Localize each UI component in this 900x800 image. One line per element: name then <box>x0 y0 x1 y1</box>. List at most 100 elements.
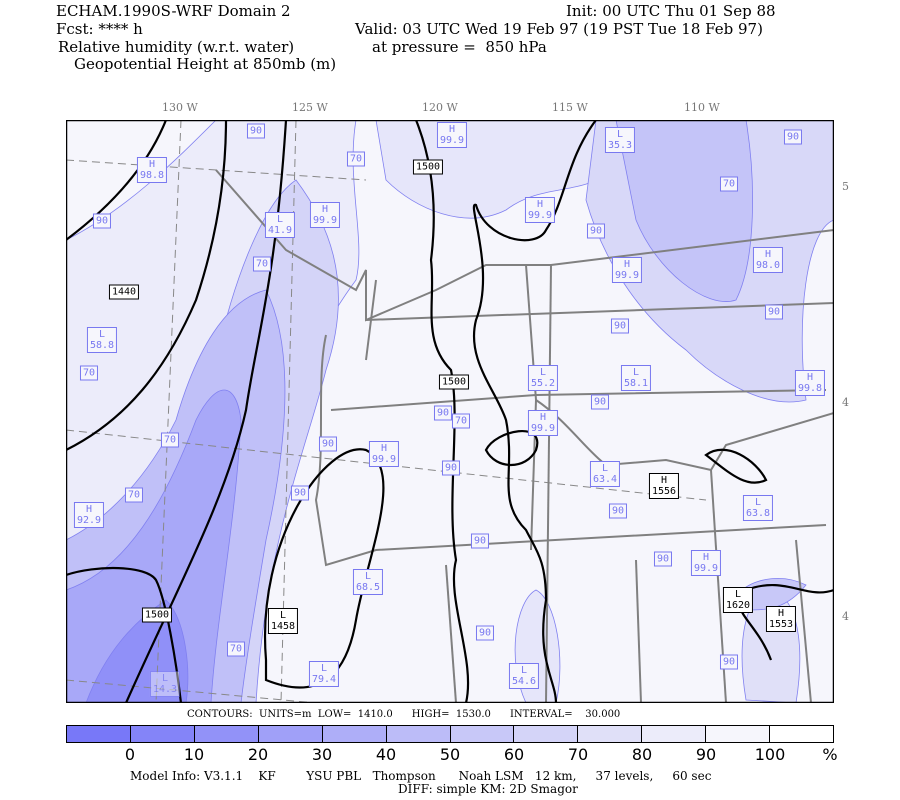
map-label: H 98.0 <box>752 247 784 273</box>
lon-label: 110 W <box>684 101 720 114</box>
lon-label: 115 W <box>552 101 588 114</box>
colorbar-cell <box>258 726 323 742</box>
colorbar-cell <box>67 726 131 742</box>
map-label: 1500 <box>412 159 444 175</box>
colorbar-cell <box>642 726 707 742</box>
map-label: L 63.4 <box>589 461 621 487</box>
map-label: 1500 <box>438 374 470 390</box>
map-label: 70 <box>252 256 272 272</box>
map-label: 70 <box>346 151 366 167</box>
map-panel: H 99.9 1500 L 35.3 90 70 H 98.8 90 70 H 99.9 L 41… <box>65 119 857 704</box>
contour-info: CONTOURS: UNITS=m LOW= 1410.0 HIGH= 1530… <box>187 709 621 720</box>
colorbar-tick-label: 40 <box>375 745 397 764</box>
colorbar-cell <box>450 726 515 742</box>
colorbar-cell <box>322 726 387 742</box>
map-label: 90 <box>653 551 673 567</box>
map-label: L 55.2 <box>527 365 559 391</box>
map-label: 70 <box>719 176 739 192</box>
map-label: 90 <box>590 394 610 410</box>
map-label: H 1556 <box>648 473 680 499</box>
map-label: 90 <box>290 485 310 501</box>
colorbar-cell <box>706 726 771 742</box>
valid-time: Valid: 03 UTC Wed 19 Feb 97 (19 PST Tue … <box>355 20 763 38</box>
colorbar-tick-label: 90 <box>695 745 717 764</box>
map-label: H 99.8 <box>794 370 826 396</box>
model-title: ECHAM.1990S-WRF Domain 2 <box>56 2 291 20</box>
pressure-level: at pressure = 850 hPa <box>372 38 547 56</box>
lat-label: 4 <box>842 396 849 409</box>
map-label: 90 <box>246 123 266 139</box>
map-label: L 14.3 <box>149 671 181 697</box>
colorbar-cell <box>514 726 579 742</box>
map-label: H 99.9 <box>527 410 559 436</box>
colorbar-tick-label: 30 <box>311 745 333 764</box>
height-contours <box>65 119 835 704</box>
map-label: H 99.9 <box>611 257 643 283</box>
lat-label: 5 <box>842 180 849 193</box>
colorbar-unit: % <box>822 745 838 764</box>
map-label: H 99.9 <box>436 122 468 148</box>
colorbar-tick-label: 0 <box>124 745 136 764</box>
lat-label: 4 <box>842 610 849 623</box>
map-label: H 1553 <box>765 606 797 632</box>
diff-info: DIFF: simple KM: 2D Smagor <box>398 782 578 796</box>
rh-height-map <box>65 119 857 704</box>
colorbar-cell <box>578 726 643 742</box>
map-label: L 58.1 <box>620 365 652 391</box>
colorbar-cell <box>130 726 195 742</box>
map-label: L 41.9 <box>264 212 296 238</box>
field-rh-title: Relative humidity (w.r.t. water) <box>58 38 295 56</box>
colorbar-cell <box>194 726 259 742</box>
model-info: Model Info: V3.1.1 KF YSU PBL Thompson N… <box>130 769 712 783</box>
map-label: L 79.4 <box>308 661 340 687</box>
map-label: 70 <box>226 641 246 657</box>
map-label: 90 <box>764 304 784 320</box>
forecast-hour: Fcst: **** h <box>56 20 143 38</box>
map-label: 90 <box>470 533 490 549</box>
map-label: L 1458 <box>267 608 299 634</box>
map-label: H 99.9 <box>690 550 722 576</box>
map-label: 90 <box>441 460 461 476</box>
colorbar-tick-label: 10 <box>183 745 205 764</box>
map-label: H 98.8 <box>136 157 168 183</box>
colorbar-tick-label: 50 <box>439 745 461 764</box>
map-label: H 99.9 <box>309 202 341 228</box>
map-label: 90 <box>475 625 495 641</box>
colorbar <box>66 725 834 743</box>
colorbar-cell <box>770 726 834 742</box>
map-label: 70 <box>79 365 99 381</box>
colorbar-tick-label: 80 <box>631 745 653 764</box>
map-label: L 58.8 <box>86 327 118 353</box>
map-label: L 68.5 <box>352 569 384 595</box>
map-label: 90 <box>586 223 606 239</box>
map-label: 70 <box>124 487 144 503</box>
map-label: L 54.6 <box>508 663 540 689</box>
map-label: L 63.8 <box>742 495 774 521</box>
field-height-title: Geopotential Height at 850mb (m) <box>74 55 337 73</box>
lon-label: 125 W <box>292 101 328 114</box>
colorbar-tick-label: 100 <box>754 745 786 764</box>
map-label: H 92.9 <box>73 502 105 528</box>
colorbar-tick-label: 20 <box>247 745 269 764</box>
lon-label: 120 W <box>422 101 458 114</box>
colorbar-tick-label: 60 <box>503 745 525 764</box>
map-label: 90 <box>783 129 803 145</box>
map-label: L 1620 <box>722 587 754 613</box>
map-frame <box>65 119 835 704</box>
map-label: 1440 <box>108 284 140 300</box>
map-label: H 99.9 <box>524 197 556 223</box>
map-label: 90 <box>318 436 338 452</box>
colorbar-tick-label: 70 <box>567 745 589 764</box>
colorbar-cell <box>386 726 451 742</box>
map-label: 90 <box>608 503 628 519</box>
map-label: 90 <box>719 654 739 670</box>
map-label: 1500 <box>141 607 173 623</box>
map-label: L 35.3 <box>604 127 636 153</box>
map-label: 90 <box>433 405 453 421</box>
map-label: 90 <box>92 213 112 229</box>
map-label: 90 <box>610 318 630 334</box>
lon-label: 130 W <box>162 101 198 114</box>
map-label: 70 <box>451 413 471 429</box>
map-label: 70 <box>160 432 180 448</box>
init-time: Init: 00 UTC Thu 01 Sep 88 <box>566 2 776 20</box>
